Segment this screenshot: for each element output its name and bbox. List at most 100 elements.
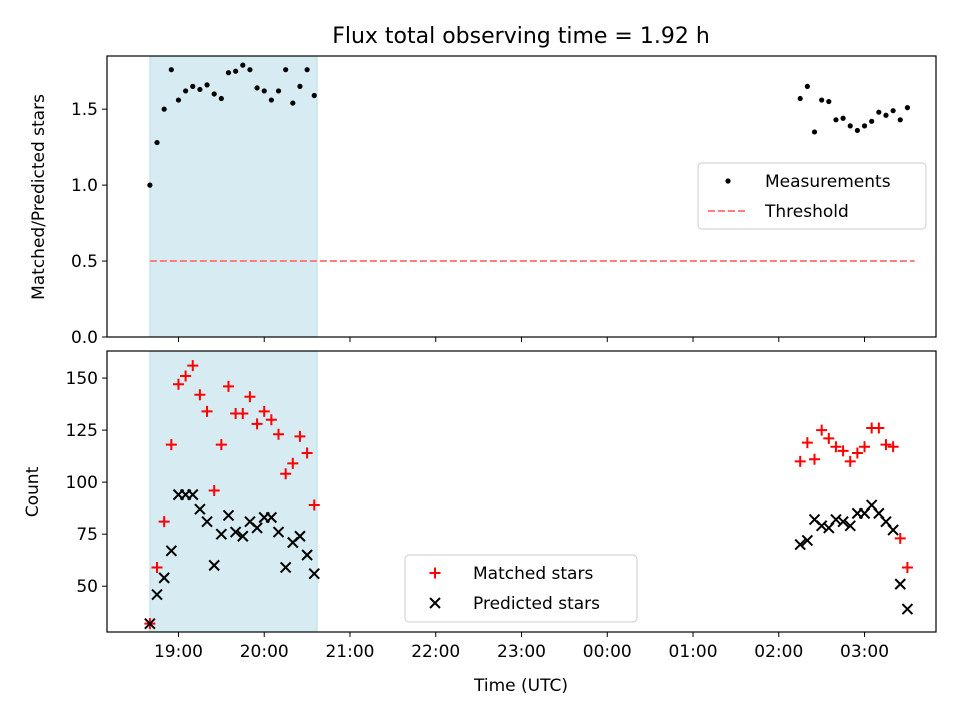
predicted-star-point — [201, 515, 213, 528]
measurement-point — [233, 68, 239, 74]
y-tick-label: 0.5 — [71, 252, 98, 272]
bottom-panel: 50 75 100 125 150 19:00 20:00 21:00 22:00 23:00 00… — [66, 350, 937, 662]
x-tick-label: 02:00 — [754, 642, 803, 662]
measurement-point — [304, 67, 310, 73]
measurement-point — [275, 88, 282, 94]
chart-title: Flux total observing time = 1.92 h — [332, 24, 710, 49]
matched-star-point — [851, 447, 863, 459]
matched-star-point — [887, 441, 899, 453]
measurement-point — [183, 88, 189, 94]
x-tick-label: 22:00 — [411, 642, 460, 662]
predicted-star-point — [215, 528, 228, 540]
y-tick-label: 0.0 — [71, 328, 98, 348]
matched-star-point — [873, 422, 885, 434]
measurement-point — [804, 83, 810, 89]
legend-box — [697, 162, 927, 230]
predicted-star-point — [801, 534, 814, 547]
matched-star-point — [215, 439, 227, 451]
measurement-point — [204, 82, 210, 88]
matched-star-point — [816, 424, 828, 436]
measurement-point — [833, 117, 839, 123]
matched-star-point — [265, 414, 277, 426]
matched-star-point — [208, 484, 220, 496]
matched-star-point — [837, 445, 849, 457]
matched-star-point — [273, 428, 285, 440]
bottom-y-axis-label: Count — [23, 466, 43, 517]
matched-star-point — [237, 407, 249, 419]
y-tick-label: 1.5 — [71, 100, 98, 120]
matched-star-point — [294, 430, 306, 442]
legend-label-measurements: Measurements — [765, 172, 891, 192]
predicted-star-point — [301, 549, 313, 561]
legend-label-predicted: Predicted stars — [473, 594, 600, 614]
matched-star-point — [859, 441, 871, 453]
top-panel: 0.0 0.5 1.0 1.5 Measurements Threshold — [71, 55, 937, 348]
x-tick-label: 01:00 — [669, 642, 718, 662]
measurement-point — [190, 83, 196, 89]
predicted-star-point — [187, 488, 199, 501]
predicted-star-point — [144, 617, 156, 630]
measurement-point — [883, 112, 889, 118]
predicted-star-point — [844, 520, 856, 532]
matched-star-point — [201, 405, 213, 417]
measurement-point — [897, 117, 903, 123]
matched-star-point — [823, 432, 835, 444]
x-tick-label: 20:00 — [240, 642, 289, 662]
legend-label-matched: Matched stars — [473, 564, 593, 584]
predicted-star-point — [308, 568, 320, 580]
matched-star-point — [258, 405, 270, 417]
legend-marker-measurements — [725, 178, 731, 184]
predicted-star-point — [830, 513, 842, 526]
y-tick-label: 150 — [66, 369, 98, 389]
predicted-star-point — [165, 545, 178, 557]
measurement-point — [268, 97, 274, 103]
measurement-point — [861, 123, 868, 129]
measurement-point — [904, 105, 911, 111]
measurement-point — [811, 129, 818, 135]
matched-star-point — [301, 447, 313, 459]
legend-label-threshold: Threshold — [764, 202, 849, 222]
top-axes-frame — [106, 55, 937, 338]
legend-box — [404, 554, 638, 623]
matched-star-point — [151, 561, 163, 573]
measurement-point — [254, 85, 260, 91]
x-tick-label: 00:00 — [583, 642, 632, 662]
legend-marker-predicted — [429, 597, 441, 609]
predicted-star-point — [294, 530, 306, 542]
predicted-star-point — [229, 526, 242, 538]
matched-star-point — [165, 439, 177, 451]
matched-star-point — [308, 499, 320, 511]
measurement-point — [225, 70, 232, 76]
matched-star-point — [280, 468, 292, 480]
top-legend: Measurements Threshold — [697, 162, 927, 230]
y-tick-label: 100 — [66, 473, 98, 493]
predicted-star-point — [237, 530, 249, 542]
predicted-star-point — [901, 603, 914, 615]
measurement-point — [797, 95, 803, 102]
x-axis-label: Time (UTC) — [473, 676, 568, 696]
predicted-star-point — [194, 503, 206, 515]
measurement-point — [819, 97, 825, 103]
matched-star-point — [194, 389, 206, 401]
predicted-star-point — [279, 561, 292, 574]
measurement-point — [869, 118, 875, 124]
measurement-point — [161, 106, 167, 112]
matched-star-point — [830, 441, 842, 453]
x-tick-label: 23:00 — [497, 642, 546, 662]
matched-star-point — [809, 453, 821, 465]
measurement-point — [297, 83, 303, 89]
top-y-axis-label: Matched/Predicted stars — [29, 94, 49, 300]
predicted-star-point — [208, 559, 220, 572]
bottom-legend: Matched stars Predicted stars — [404, 554, 638, 623]
matched-star-point — [244, 391, 256, 403]
highlight-span — [149, 55, 318, 338]
matched-star-point — [187, 360, 199, 372]
measurement-point — [147, 182, 153, 188]
measurement-point — [154, 139, 160, 146]
matched-star-point — [222, 380, 234, 392]
measurement-point — [211, 91, 217, 97]
predicted-star-point — [794, 538, 806, 551]
predicted-star-point — [272, 526, 285, 538]
y-tick-label: 75 — [76, 525, 98, 545]
